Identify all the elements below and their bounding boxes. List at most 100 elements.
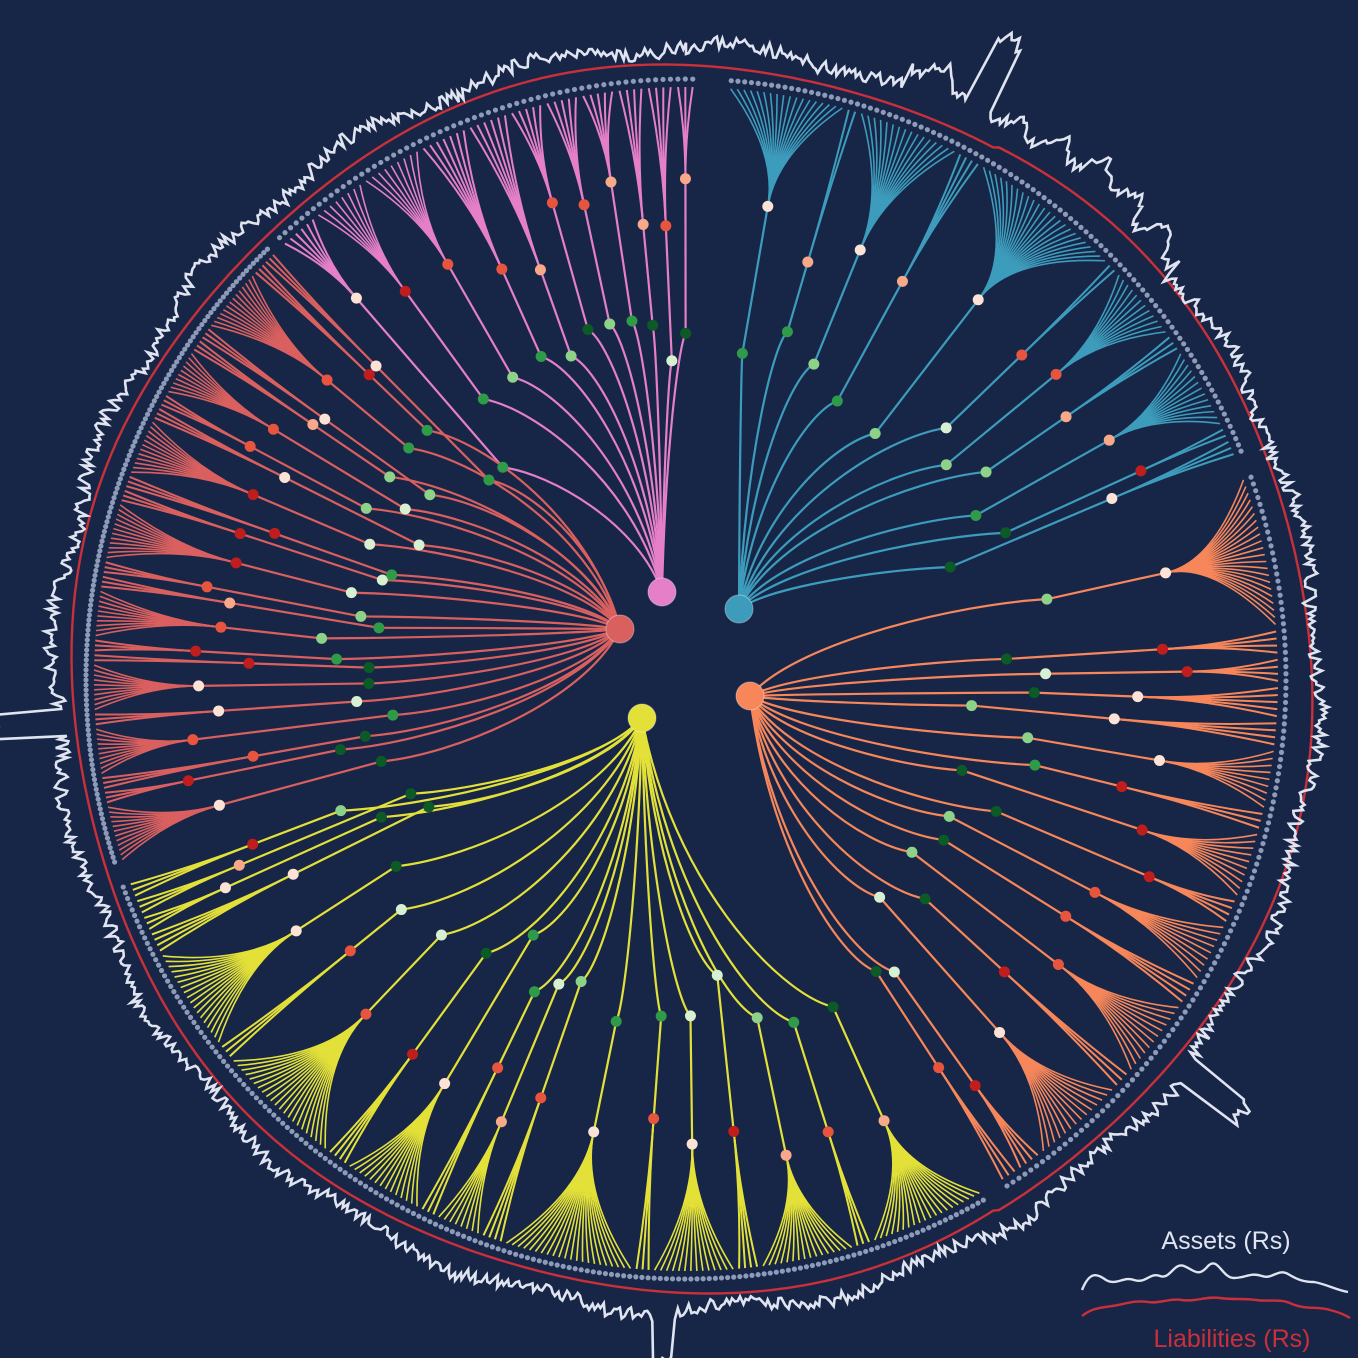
tree-edge: [340, 717, 643, 812]
leaf-node: [1283, 663, 1289, 670]
leaf-node: [93, 786, 99, 792]
leaf-node: [1221, 941, 1228, 947]
leaf-node: [1004, 1183, 1010, 1189]
branch-node: [279, 472, 291, 484]
tree-edge: [995, 810, 1150, 878]
leaf-node: [483, 1242, 490, 1248]
branch-node: [384, 471, 396, 483]
leaf-node: [985, 157, 991, 163]
tree-edge: [592, 1021, 618, 1133]
branch-node: [364, 538, 376, 550]
leaf-node: [880, 109, 886, 115]
leaf-node: [524, 1255, 531, 1261]
leaf-node: [298, 1136, 304, 1143]
leaf-node: [639, 1274, 645, 1280]
leaf-node: [362, 1183, 369, 1189]
branch-node: [527, 929, 539, 941]
leaf-node: [83, 657, 89, 663]
tree-edge: [382, 578, 621, 630]
legend: Assets (Rs) Liabilities (Rs): [1080, 1227, 1351, 1353]
branch-node: [234, 528, 246, 540]
leaf-node: [1016, 1175, 1022, 1181]
leaf-node: [608, 1271, 615, 1277]
leaf-node: [1120, 1087, 1126, 1094]
leaf-node: [518, 1253, 525, 1259]
leaf-node: [949, 138, 955, 144]
tree-edge: [640, 717, 718, 977]
tree-edge: [391, 573, 621, 630]
branch-node: [943, 810, 955, 822]
leaf-edge: [1094, 891, 1198, 979]
leaf-node: [973, 151, 979, 157]
leaf-node: [100, 533, 106, 539]
branch-node: [182, 775, 194, 787]
leaf-node: [432, 1221, 439, 1227]
leaf-node: [83, 662, 89, 668]
leaf-node: [149, 402, 155, 408]
leaf-node: [438, 1224, 444, 1230]
leaf-node: [332, 1163, 338, 1169]
leaf-node: [1051, 1150, 1057, 1156]
leaf-node: [287, 225, 294, 231]
leaf-node: [1274, 778, 1280, 784]
leaf-node: [1236, 908, 1242, 914]
branch-node: [351, 696, 363, 708]
leaf-node: [471, 114, 478, 121]
leaf-node: [102, 825, 108, 831]
tree-edges: [93, 86, 1279, 1272]
leaf-node: [217, 1054, 223, 1060]
branch-node: [831, 395, 843, 407]
tree-edge: [945, 354, 1023, 429]
tree-edge: [1034, 691, 1138, 698]
leaf-node: [293, 1132, 300, 1139]
branch-node: [359, 730, 371, 742]
leaf-node: [1208, 966, 1214, 972]
leaf-node: [305, 210, 311, 216]
tree-edge: [749, 598, 1047, 697]
leaf-node: [1013, 175, 1020, 181]
leaf-edge: [151, 421, 254, 496]
tree-edge: [737, 399, 838, 610]
leaf-node: [1078, 1127, 1085, 1133]
leaf-node: [593, 83, 600, 89]
leaf-node: [98, 543, 104, 549]
leaf-node: [718, 1275, 725, 1281]
tree-edge: [192, 713, 393, 741]
branch-node: [424, 489, 436, 501]
branch-node: [1000, 527, 1012, 539]
leaf-edge: [1114, 717, 1275, 746]
leaf-node: [564, 88, 570, 94]
branch-node: [247, 489, 259, 501]
leaf-edge: [144, 886, 226, 919]
branch-node: [375, 755, 387, 767]
leaf-node: [926, 1225, 932, 1231]
leaf-node: [85, 727, 91, 733]
leaf-node: [1277, 756, 1284, 763]
leaf-node: [602, 1270, 609, 1277]
leaf-node: [1089, 1118, 1095, 1124]
branch-node: [626, 315, 638, 327]
leaf-node: [289, 1128, 295, 1135]
branch-node: [243, 657, 255, 669]
leaf-node: [1083, 229, 1089, 235]
leaf-node: [1165, 319, 1171, 325]
leaf-node: [83, 677, 89, 683]
leaf-node: [449, 1229, 455, 1235]
leaf-node: [94, 562, 100, 569]
leaf-node: [485, 109, 492, 116]
leaf-node: [317, 1152, 323, 1158]
tree-edge: [1034, 764, 1122, 788]
leaf-node: [131, 912, 138, 919]
leaf-node: [1251, 868, 1258, 874]
tree-edge: [642, 224, 654, 326]
leaf-node: [88, 597, 94, 603]
leaf-node: [340, 183, 346, 190]
leaf-node: [83, 697, 89, 703]
leaf-node: [472, 1238, 478, 1244]
tree-edge: [252, 809, 342, 846]
tree-edge: [749, 694, 972, 707]
leaf-node: [168, 367, 175, 373]
leaf-node: [550, 91, 556, 97]
tree-edge: [540, 355, 664, 593]
leaf-node: [101, 528, 108, 535]
